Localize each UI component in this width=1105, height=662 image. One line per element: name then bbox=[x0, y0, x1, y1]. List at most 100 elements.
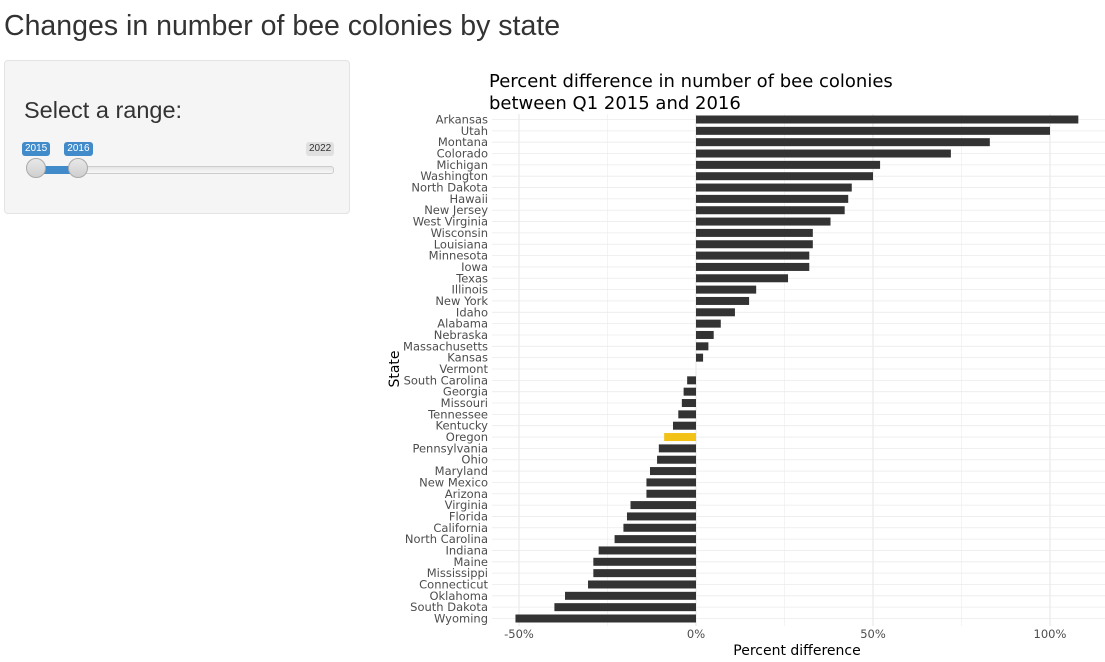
y-tick-label: Ohio bbox=[461, 453, 488, 467]
bar-south-carolina bbox=[687, 376, 696, 385]
y-tick-label: Idaho bbox=[456, 305, 488, 319]
y-tick-label: Texas bbox=[455, 271, 488, 285]
slider-to-handle[interactable] bbox=[68, 158, 89, 178]
y-tick-label: South Carolina bbox=[404, 373, 488, 387]
chart-x-tick-labels: -50% 0% 50% 100% bbox=[504, 627, 1066, 641]
bar-wyoming bbox=[515, 614, 696, 623]
y-tick-label: Indiana bbox=[445, 543, 488, 557]
y-tick-label: Arizona bbox=[445, 487, 488, 501]
bar-ohio bbox=[657, 455, 696, 464]
bar-oklahoma bbox=[565, 591, 696, 600]
bar-maine bbox=[593, 557, 696, 566]
x-tick-label: 100% bbox=[1034, 627, 1067, 641]
y-tick-label: Hawaii bbox=[449, 192, 488, 206]
y-tick-label: California bbox=[433, 521, 488, 535]
bar-colorado bbox=[696, 149, 951, 158]
chart-y-tick-labels: ArkansasUtahMontanaColoradoMichiganWashi… bbox=[403, 113, 488, 626]
slider-from-handle[interactable] bbox=[26, 158, 46, 178]
bar-georgia bbox=[683, 387, 696, 396]
bar-maryland bbox=[649, 467, 696, 476]
y-tick-label: Kansas bbox=[447, 351, 488, 365]
bar-wisconsin bbox=[696, 228, 813, 237]
y-tick-label: Virginia bbox=[445, 498, 488, 512]
bar-south-dakota bbox=[554, 603, 696, 612]
x-axis-title: Percent difference bbox=[733, 643, 860, 659]
y-tick-label: Minnesota bbox=[429, 249, 488, 263]
bar-idaho bbox=[696, 308, 735, 317]
y-tick-label: Maine bbox=[453, 555, 488, 569]
bar-montana bbox=[696, 138, 990, 147]
y-tick-label: North Dakota bbox=[411, 181, 488, 195]
bar-north-carolina bbox=[614, 535, 696, 544]
slider-selected-range bbox=[36, 166, 79, 174]
bar-north-dakota bbox=[696, 183, 852, 192]
chart-title-line-1: Percent difference in number of bee colo… bbox=[489, 71, 893, 92]
slider-max-label: 2022 bbox=[306, 142, 335, 156]
y-axis-title: State bbox=[387, 350, 403, 387]
y-tick-label: North Carolina bbox=[405, 532, 488, 546]
bar-washington bbox=[696, 172, 873, 181]
bar-texas bbox=[696, 274, 789, 283]
y-tick-label: Massachusetts bbox=[403, 339, 488, 353]
y-tick-label: Wisconsin bbox=[431, 226, 488, 240]
bar-arizona bbox=[646, 489, 696, 498]
y-tick-label: Maryland bbox=[435, 464, 488, 478]
y-tick-label: Nebraska bbox=[434, 328, 488, 342]
y-tick-label: Washington bbox=[420, 169, 488, 183]
y-tick-label: Michigan bbox=[436, 158, 488, 172]
y-tick-label: Wyoming bbox=[434, 612, 488, 626]
range-selector-label: Select a range: bbox=[24, 97, 183, 123]
y-tick-label: Alabama bbox=[437, 317, 488, 331]
slider-to-label: 2016 bbox=[64, 142, 93, 156]
bar-tennessee bbox=[678, 410, 696, 419]
bar-california bbox=[623, 523, 696, 532]
bar-kansas bbox=[696, 353, 704, 362]
y-tick-label: Vermont bbox=[439, 362, 488, 376]
x-tick-label: 0% bbox=[687, 627, 705, 641]
y-tick-label: West Virginia bbox=[413, 215, 488, 229]
bar-west-virginia bbox=[696, 217, 831, 226]
bar-utah bbox=[696, 126, 1050, 135]
y-tick-label: Pennsylvania bbox=[412, 441, 488, 455]
bar-missouri bbox=[681, 399, 696, 408]
bar-kentucky bbox=[672, 421, 696, 430]
bar-arkansas bbox=[696, 115, 1079, 124]
y-tick-label: Utah bbox=[461, 124, 488, 138]
bar-chart: Percent difference in number of bee colo… bbox=[387, 71, 1105, 659]
y-tick-label: Tennessee bbox=[427, 407, 488, 421]
bar-illinois bbox=[696, 285, 757, 294]
page-title: Changes in number of bee colonies by sta… bbox=[4, 10, 561, 42]
bar-oregon bbox=[664, 433, 696, 442]
chart-bars bbox=[515, 115, 1079, 623]
bar-massachusetts bbox=[696, 342, 709, 351]
y-tick-label: Louisiana bbox=[434, 237, 488, 251]
y-tick-label: New Mexico bbox=[419, 475, 488, 489]
y-tick-label: Montana bbox=[438, 135, 488, 149]
y-tick-label: Florida bbox=[449, 509, 488, 523]
year-range-slider[interactable]: 2015 2016 2022 bbox=[5, 61, 351, 215]
y-tick-label: Kentucky bbox=[435, 419, 488, 433]
bar-new-york bbox=[696, 296, 750, 305]
y-tick-label: Georgia bbox=[443, 385, 488, 399]
y-tick-label: Arkansas bbox=[436, 113, 488, 127]
y-tick-label: Oklahoma bbox=[429, 589, 488, 603]
y-tick-label: Oregon bbox=[446, 430, 488, 444]
y-tick-label: New Jersey bbox=[424, 203, 488, 217]
bar-indiana bbox=[598, 546, 696, 555]
bar-minnesota bbox=[696, 251, 810, 260]
bar-michigan bbox=[696, 160, 881, 169]
x-tick-label: -50% bbox=[504, 627, 534, 641]
y-tick-label: Illinois bbox=[452, 283, 489, 297]
y-tick-label: Mississippi bbox=[427, 566, 488, 580]
bar-virginia bbox=[630, 501, 696, 510]
bar-mississippi bbox=[593, 569, 696, 578]
y-tick-label: New York bbox=[435, 294, 488, 308]
y-tick-label: Iowa bbox=[461, 260, 488, 274]
bar-florida bbox=[626, 512, 696, 521]
y-tick-label: Colorado bbox=[437, 147, 488, 161]
bar-nebraska bbox=[696, 330, 714, 339]
bar-new-jersey bbox=[696, 206, 845, 215]
y-tick-label: Connecticut bbox=[419, 577, 488, 591]
bar-hawaii bbox=[696, 194, 849, 203]
bar-new-mexico bbox=[646, 478, 696, 487]
